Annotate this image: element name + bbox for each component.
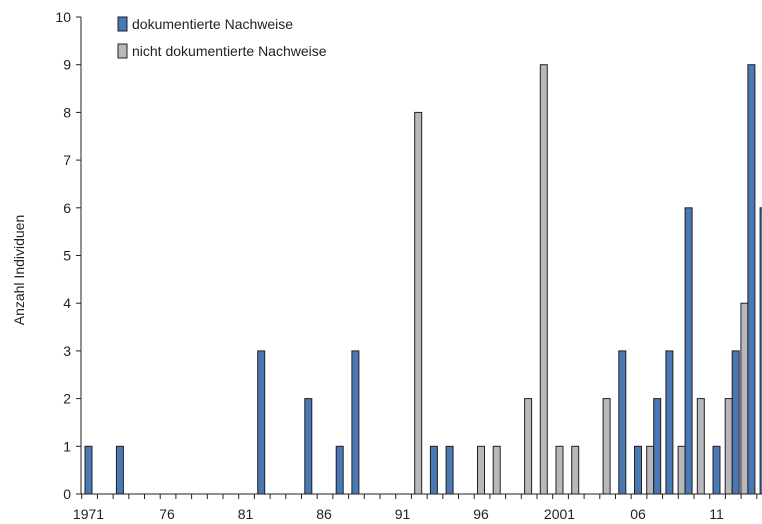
bar-dokumentiert	[445, 445, 454, 495]
legend-swatch	[117, 16, 128, 32]
x-axis-ticks: 1971 76 81 86 91 96 2001 06 11	[73, 494, 758, 522]
y-tick-label: 4	[63, 295, 71, 311]
bar-dokumentiert	[731, 350, 740, 495]
y-tick-label: 9	[63, 57, 71, 73]
bar-dokumentiert	[351, 350, 360, 495]
x-tick-label: 11	[709, 506, 724, 522]
bar-nicht-dokumentiert	[740, 302, 749, 495]
bar-nicht-dokumentiert	[696, 398, 705, 495]
bar-nicht-dokumentiert	[571, 445, 580, 495]
x-tick-label: 96	[473, 506, 489, 522]
y-tick-label: 1	[63, 438, 71, 454]
y-tick-label: 10	[55, 9, 71, 25]
x-tick-label: 91	[395, 506, 411, 522]
bar-dokumentiert	[335, 445, 344, 495]
legend-label: dokumentierte Nachweise	[132, 16, 293, 32]
y-axis-title: Anzahl Individuen	[11, 215, 27, 326]
bar-dokumentiert	[712, 445, 721, 495]
bar-nicht-dokumentiert	[524, 398, 533, 495]
y-tick-label: 5	[63, 248, 71, 264]
y-tick-label: 7	[63, 152, 71, 168]
y-tick-label: 0	[63, 486, 71, 502]
bar-nicht-dokumentiert	[602, 398, 611, 495]
bar-nicht-dokumentiert	[477, 445, 485, 495]
bar-dokumentiert	[429, 445, 438, 495]
x-tick-label: 06	[630, 506, 646, 522]
bar-dokumentiert	[747, 64, 756, 495]
bar-dokumentiert	[684, 207, 693, 495]
x-tick-label: 76	[159, 506, 175, 522]
y-tick-label: 6	[63, 200, 71, 216]
bar-dokumentiert	[618, 350, 627, 495]
bars	[84, 64, 762, 495]
x-tick-label: 86	[316, 506, 332, 522]
bar-dokumentiert	[257, 350, 266, 495]
bar-nicht-dokumentiert	[555, 445, 564, 495]
y-tick-label: 2	[63, 391, 71, 407]
bar-nicht-dokumentiert	[492, 445, 501, 495]
legend-label: nicht dokumentierte Nachweise	[132, 43, 327, 59]
bar-nicht-dokumentiert	[539, 64, 548, 495]
bar-dokumentiert	[759, 207, 762, 495]
x-tick-label: 2001	[544, 506, 575, 522]
y-tick-label: 3	[63, 343, 71, 359]
bar-dokumentiert	[84, 445, 93, 495]
bar-dokumentiert	[653, 398, 662, 495]
legend-swatch	[117, 43, 128, 59]
legend: dokumentierte Nachweise nicht dokumentier…	[117, 16, 327, 59]
x-tick-label: 81	[238, 506, 254, 522]
y-tick-label: 8	[63, 104, 71, 120]
bar-dokumentiert	[304, 398, 313, 495]
bar-dokumentiert	[115, 445, 124, 495]
bar-nicht-dokumentiert	[414, 111, 423, 495]
y-axis-ticks: 0 1 2 3 4 5 6 7 8 9 10	[55, 9, 81, 502]
x-tick-label: 1971	[73, 506, 104, 522]
bar-dokumentiert	[665, 350, 674, 495]
bar-nicht-dokumentiert	[677, 445, 686, 495]
bar-nicht-dokumentiert	[724, 398, 733, 495]
bar-dokumentiert	[634, 445, 642, 495]
bar-nicht-dokumentiert	[646, 445, 655, 495]
